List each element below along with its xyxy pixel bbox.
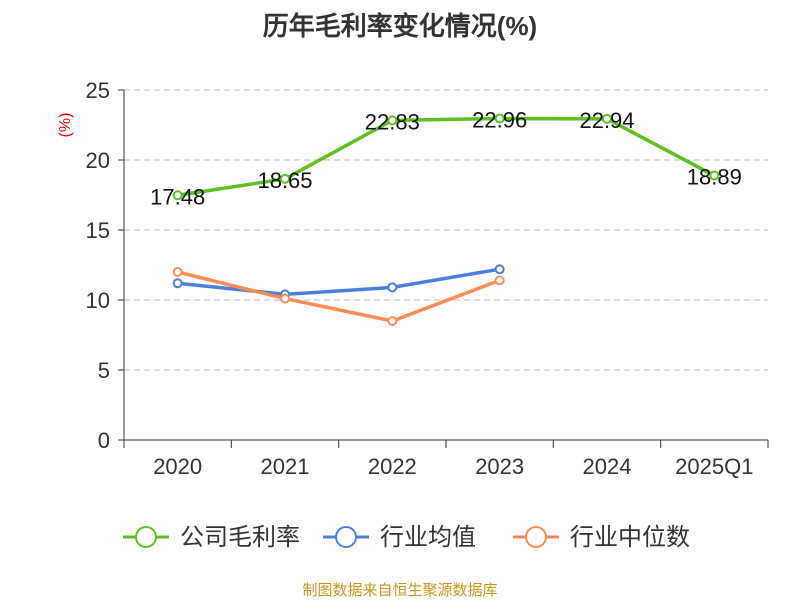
legend-label: 行业中位数 (570, 524, 690, 551)
data-point (280, 293, 290, 304)
series-line-2 (177, 270, 501, 323)
chart-title: 历年毛利率变化情况(%) (262, 11, 538, 41)
x-tick-label: 2021 (261, 454, 310, 479)
data-point (494, 275, 505, 286)
y-tick-label: 10 (86, 288, 110, 313)
data-label: 18.65 (257, 168, 312, 193)
data-label: 22.96 (472, 108, 527, 133)
data-point (709, 170, 720, 181)
y-axis-label: (%) (57, 113, 74, 138)
x-tick-label: 2022 (368, 454, 417, 479)
data-point (602, 113, 612, 124)
data-label: 18.89 (687, 165, 742, 190)
x-tick-label: 2024 (583, 454, 632, 479)
data-point (387, 316, 398, 326)
x-tick-label: 2023 (475, 454, 524, 479)
x-tick-label: 2025Q1 (675, 454, 753, 479)
y-tick-label: 5 (98, 358, 110, 383)
legend-marker (525, 526, 547, 548)
data-point (387, 115, 398, 126)
data-point (172, 190, 183, 201)
y-tick-label: 0 (98, 428, 110, 453)
legend-label: 行业均值 (380, 524, 476, 551)
legend-marker (335, 526, 357, 548)
x-tick-label: 2020 (153, 454, 202, 479)
data-point (387, 282, 398, 293)
series-line-0 (177, 116, 716, 198)
y-tick-label: 15 (86, 218, 110, 243)
data-label: 17.48 (150, 184, 205, 209)
data-label: 22.94 (579, 108, 634, 133)
series-line-1 (177, 267, 500, 297)
y-tick-label: 20 (86, 148, 110, 173)
data-label: 22.83 (365, 109, 420, 134)
data-point (494, 264, 505, 275)
data-point (494, 113, 505, 124)
legend-marker (135, 526, 157, 548)
y-tick-label: 25 (86, 78, 110, 103)
source-note: 制图数据来自恒生聚源数据库 (302, 582, 498, 599)
legend-label: 公司毛利率 (180, 524, 300, 551)
data-point (172, 267, 183, 277)
data-point (280, 173, 290, 184)
data-point (172, 278, 183, 289)
